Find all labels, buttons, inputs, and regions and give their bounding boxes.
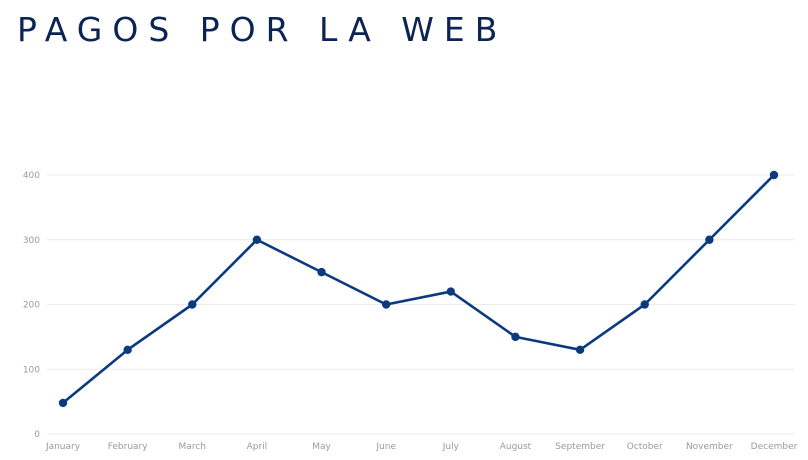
data-point[interactable] [705, 235, 714, 244]
data-points [58, 170, 779, 408]
data-point[interactable] [123, 345, 132, 355]
y-tick-label: 300 [23, 236, 40, 246]
x-tick-label: August [500, 442, 532, 452]
x-tick-label: February [108, 442, 149, 452]
data-point[interactable] [446, 287, 456, 296]
data-point[interactable] [511, 332, 520, 342]
y-tick-label: 0 [34, 430, 40, 440]
page-title: PAGOS POR LA WEB [17, 10, 508, 49]
data-point[interactable] [575, 345, 585, 355]
x-tick-label: November [686, 442, 733, 452]
x-tick-label: May [312, 442, 331, 452]
x-tick-label: June [375, 442, 396, 452]
x-tick-label: April [247, 442, 268, 452]
x-tick-label: July [442, 442, 460, 452]
data-point[interactable] [252, 235, 262, 244]
gridlines [47, 174, 795, 435]
data-point[interactable] [381, 300, 391, 309]
y-tick-label: 400 [23, 171, 40, 181]
x-tick-label: January [45, 442, 81, 452]
x-tick-label: December [751, 442, 798, 452]
data-point[interactable] [188, 300, 197, 309]
data-point[interactable] [769, 170, 779, 180]
data-point[interactable] [317, 267, 326, 277]
x-tick-label: September [555, 442, 605, 452]
series-line [61, 173, 776, 405]
y-axis-ticks: 0 100 200 300 400 [23, 171, 40, 440]
x-tick-label: October [627, 442, 663, 452]
x-tick-label: March [179, 442, 206, 452]
data-point[interactable] [640, 300, 649, 309]
x-axis-ticks: January February March April May June July Augu… [45, 442, 798, 452]
series-line-layer [61, 173, 776, 405]
data-point[interactable] [58, 398, 68, 408]
y-tick-label: 200 [23, 301, 40, 311]
y-tick-label: 100 [23, 365, 40, 375]
